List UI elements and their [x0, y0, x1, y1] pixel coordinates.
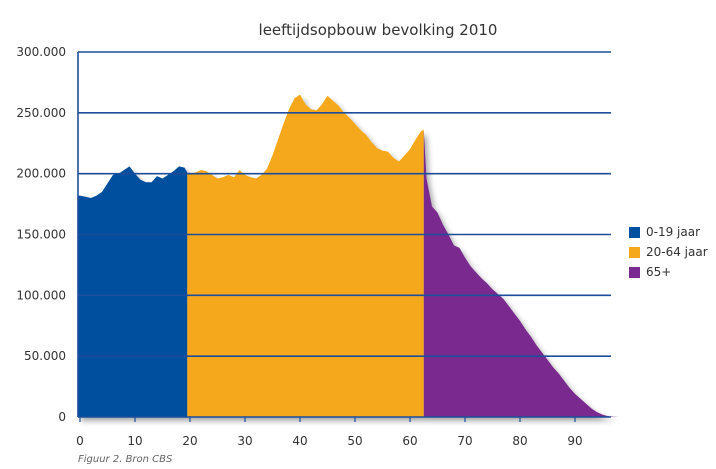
legend-swatch — [629, 227, 640, 238]
x-axis-ticks: 0 10 20 30 40 50 60 70 80 90 — [76, 417, 583, 448]
y-tick-label: 0 — [58, 410, 66, 424]
x-tick-label: 50 — [347, 434, 362, 448]
x-tick-label: 90 — [567, 434, 582, 448]
figure-caption: Figuur 2. Bron CBS — [78, 454, 173, 465]
area-0-19-jaar — [78, 166, 188, 417]
x-tick-label: 80 — [512, 434, 527, 448]
y-tick-label: 300.000 — [16, 45, 66, 59]
y-tick-label: 250.000 — [16, 106, 66, 120]
y-axis-ticks: 0 50.000 100.000 150.000 200.000 250.000 300.0… — [16, 45, 66, 424]
x-tick-label: 20 — [182, 434, 197, 448]
legend-label: 20-64 jaar — [646, 245, 708, 259]
y-tick-label: 100.000 — [16, 288, 66, 302]
y-tick-label: 200.000 — [16, 167, 66, 181]
x-tick-label: 0 — [76, 434, 84, 448]
x-tick-label: 60 — [402, 434, 417, 448]
legend-label: 0-19 jaar — [646, 225, 700, 239]
x-tick-label: 70 — [457, 434, 472, 448]
area-layer — [78, 94, 619, 417]
x-tick-label: 40 — [292, 434, 307, 448]
chart-title: leeftijdsopbouw bevolking 2010 — [259, 21, 498, 39]
gridlines — [77, 51, 611, 418]
legend-label: 65+ — [646, 265, 671, 279]
legend-swatch — [629, 247, 640, 258]
area-20-64-jaar — [187, 94, 424, 417]
y-tick-label: 50.000 — [24, 349, 66, 363]
x-tick-label: 30 — [237, 434, 252, 448]
area-65 — [423, 129, 619, 417]
legend: 0-19 jaar 20-64 jaar 65+ — [629, 225, 708, 279]
legend-swatch — [629, 267, 640, 278]
y-tick-label: 150.000 — [16, 228, 66, 242]
x-tick-label: 10 — [127, 434, 142, 448]
